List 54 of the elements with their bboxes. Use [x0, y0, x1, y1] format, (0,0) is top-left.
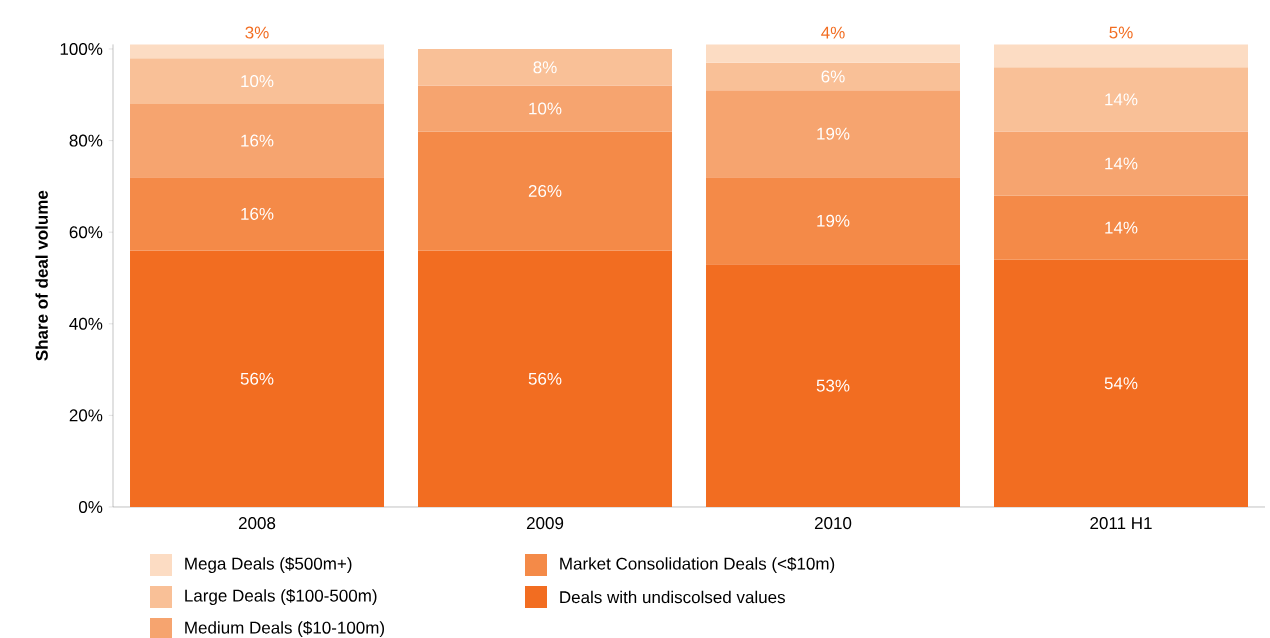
- legend-label: Deals with undiscolsed values: [560, 590, 785, 604]
- y-tick-label: 40%: [69, 317, 103, 330]
- y-axis-title: Share of deal volume: [35, 190, 48, 361]
- y-tick-label: 0%: [78, 500, 103, 514]
- legend-label: Medium Deals ($10-100m): [185, 620, 385, 638]
- data-label: 3%: [245, 26, 269, 39]
- data-label: 56%: [240, 372, 274, 385]
- legend-label: Large Deals ($100-500m): [185, 588, 377, 606]
- bar: [994, 131, 1248, 196]
- bar: [418, 131, 673, 251]
- bar: [994, 67, 1248, 132]
- x-tick-label: 2009: [526, 517, 564, 530]
- data-label: 19%: [817, 214, 850, 227]
- bar: [130, 177, 385, 251]
- bar: [706, 62, 961, 91]
- data-label: 26%: [528, 184, 562, 197]
- data-label: 56%: [528, 372, 562, 385]
- bar: [130, 44, 385, 59]
- bar: [130, 58, 385, 104]
- data-label: 19%: [817, 127, 850, 140]
- data-label: 16%: [241, 134, 274, 147]
- y-tick-label: 100%: [60, 42, 103, 56]
- data-label: 16%: [241, 207, 274, 220]
- data-label: 10%: [241, 75, 274, 88]
- y-tick-label: 20%: [69, 409, 103, 422]
- bar: [994, 259, 1248, 507]
- x-tick-label: 2008: [238, 517, 276, 530]
- bar: [994, 195, 1248, 260]
- bar: [994, 44, 1248, 68]
- bar: [130, 103, 385, 178]
- data-label: 53%: [816, 379, 850, 392]
- data-label: 54%: [1104, 377, 1138, 390]
- x-tick-label: 2010: [814, 517, 852, 530]
- y-tick-label: 80%: [69, 134, 103, 147]
- bar: [130, 250, 385, 507]
- bar: [706, 264, 961, 507]
- bar: [418, 250, 673, 507]
- data-label: 14%: [1105, 221, 1138, 234]
- x-tick-label: 2011 H1: [1090, 517, 1152, 530]
- bar: [706, 177, 961, 265]
- data-label: 14%: [1105, 93, 1138, 106]
- data-label: 10%: [529, 102, 562, 115]
- data-label: 14%: [1105, 157, 1138, 170]
- bar: [706, 90, 961, 178]
- data-label: 4%: [821, 26, 845, 39]
- bar: [706, 44, 961, 63]
- legend-label: Market Consolidation Deals (<$10m): [560, 556, 835, 574]
- y-tick-label: 60%: [69, 226, 103, 239]
- bar: [418, 85, 673, 132]
- data-label: 5%: [1109, 26, 1133, 39]
- legend-label: Mega Deals ($500m+): [185, 556, 352, 574]
- data-label: 8%: [533, 61, 557, 74]
- data-label: 6%: [821, 70, 845, 83]
- bar: [418, 48, 673, 86]
